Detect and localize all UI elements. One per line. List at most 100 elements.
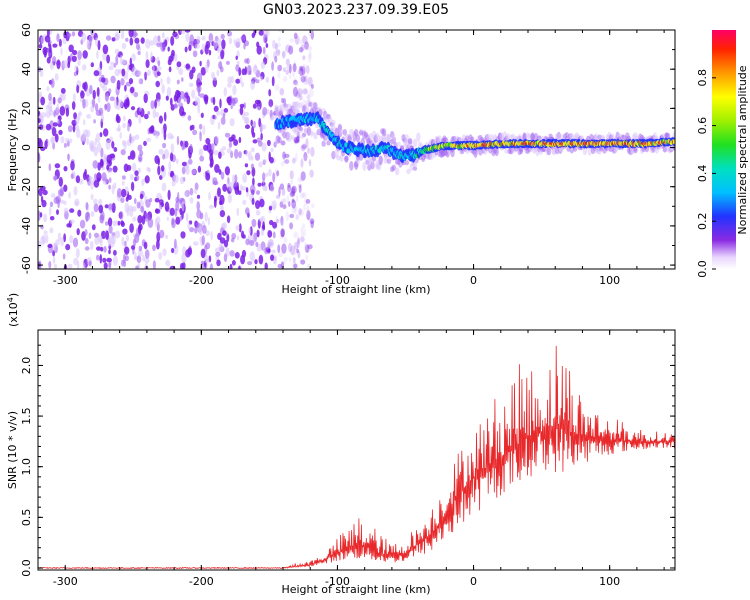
noise-speck [253, 64, 258, 71]
noise-speck [233, 139, 239, 146]
noise-speck [132, 32, 138, 37]
noise-speck [219, 200, 223, 206]
noise-speck [52, 96, 56, 105]
noise-speck [303, 35, 306, 45]
noise-speck [181, 161, 188, 167]
noise-speck [304, 41, 309, 50]
noise-speck [238, 151, 242, 159]
noise-speck [302, 64, 307, 70]
noise-speck [108, 184, 111, 190]
noise-speck [130, 181, 135, 192]
ridge-halo [308, 101, 313, 107]
noise-speck [251, 132, 256, 138]
noise-speck [54, 263, 57, 269]
noise-speck [162, 153, 166, 160]
noise-speck [38, 43, 43, 49]
noise-speck [268, 89, 272, 97]
ridge-halo [349, 161, 354, 171]
noise-speck [174, 207, 178, 217]
y-tick-label: -40 [20, 217, 33, 235]
snr-frame [37, 329, 676, 571]
noise-speck [283, 237, 288, 244]
ridge-halo [406, 168, 411, 175]
noise-speck [220, 33, 225, 40]
noise-speck [236, 235, 240, 241]
noise-speck [291, 204, 297, 216]
noise-speck [121, 42, 127, 50]
noise-speck [179, 216, 183, 222]
noise-speck [236, 207, 240, 217]
noise-speck [114, 220, 118, 226]
noise-speck [226, 96, 232, 104]
noise-speck [285, 64, 290, 70]
noise-speck [68, 44, 74, 53]
noise-speck [49, 43, 52, 54]
noise-speck [60, 136, 65, 144]
x-tick-label: 100 [599, 575, 620, 588]
noise-speck [243, 116, 249, 125]
x-tick-label: -300 [53, 274, 78, 287]
noise-speck [157, 60, 161, 67]
noise-speck [51, 127, 57, 137]
y-tick-label: -60 [20, 256, 33, 274]
noise-speck [102, 44, 109, 55]
noise-speck [292, 86, 298, 97]
noise-speck [220, 49, 225, 60]
noise-speck [285, 211, 290, 222]
noise-speck [293, 136, 299, 144]
noise-speck [258, 254, 264, 265]
noise-speck [39, 212, 43, 218]
noise-speck [104, 104, 107, 111]
noise-speck [303, 151, 308, 162]
noise-speck [278, 251, 284, 258]
noise-speck [93, 119, 96, 124]
noise-speck [181, 111, 186, 116]
noise-speck [229, 118, 235, 127]
ridge-halo [287, 132, 292, 143]
noise-speck [176, 90, 182, 97]
noise-speck [269, 156, 274, 164]
noise-speck [67, 61, 71, 69]
noise-speck [181, 201, 185, 212]
noise-speck [116, 127, 121, 132]
noise-speck [198, 123, 203, 130]
noise-speck [299, 192, 305, 199]
colorbar-tick-label: 0.4 [696, 165, 709, 183]
noise-speck [219, 237, 226, 244]
noise-speck [295, 214, 300, 220]
noise-speck [92, 160, 99, 169]
noise-speck [225, 182, 231, 188]
noise-speck [82, 98, 86, 109]
noise-speck [235, 225, 240, 231]
noise-speck [91, 224, 96, 231]
noise-speck [213, 197, 217, 208]
noise-speck [51, 56, 57, 65]
noise-speck [53, 110, 56, 117]
noise-speck [203, 172, 206, 177]
noise-speck [249, 184, 256, 194]
ridge-halo [277, 136, 282, 144]
noise-speck [266, 108, 270, 115]
ridge-halo [378, 155, 383, 166]
noise-speck [302, 88, 308, 95]
noise-speck [162, 248, 167, 257]
noise-speck [229, 250, 235, 257]
colorbar-tick-label: 0.8 [696, 69, 709, 87]
noise-speck [287, 183, 291, 188]
noise-speck [227, 177, 230, 185]
noise-speck [283, 159, 289, 164]
noise-speck [274, 168, 279, 179]
x-tick-label: -100 [325, 575, 350, 588]
noise-speck [194, 96, 198, 105]
noise-speck [214, 135, 220, 145]
noise-speck [275, 49, 281, 56]
noise-speck [173, 174, 179, 184]
noise-speck [157, 98, 161, 107]
noise-speck [43, 230, 48, 235]
ridge-halo [362, 161, 367, 171]
noise-speck [80, 90, 85, 99]
noise-speck [283, 67, 286, 73]
noise-speck [191, 124, 195, 130]
noise-speck [302, 55, 306, 60]
noise-speck [52, 242, 56, 252]
